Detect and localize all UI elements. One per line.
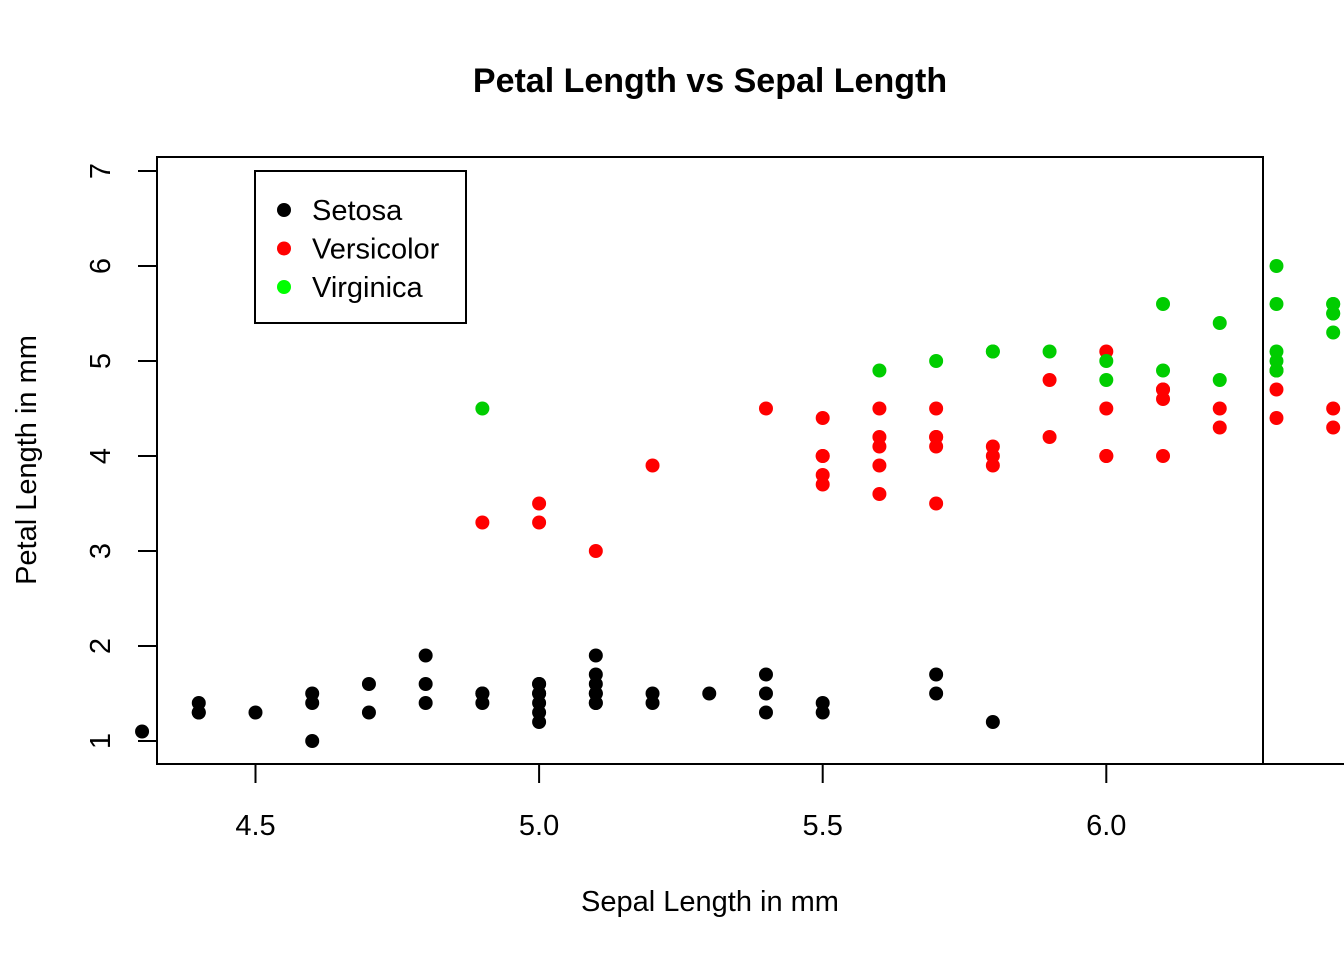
data-point-virginica	[1099, 354, 1114, 368]
x-tick-label: 5.0	[519, 810, 559, 842]
data-point-setosa	[588, 648, 603, 663]
data-point-virginica	[1156, 363, 1171, 378]
data-point-virginica	[1269, 259, 1284, 273]
legend-marker-versicolor	[277, 241, 291, 256]
data-point-virginica	[1212, 373, 1227, 387]
data-point-setosa	[588, 667, 603, 682]
data-point-versicolor	[1099, 449, 1114, 463]
data-point-versicolor	[1269, 382, 1284, 397]
legend-marker-setosa	[277, 203, 291, 217]
data-point-setosa	[475, 686, 490, 701]
y-tick-label: 7	[85, 163, 117, 179]
data-points	[135, 259, 1341, 748]
data-point-versicolor	[985, 439, 1000, 454]
legend-label-virginica: Virginica	[312, 272, 424, 304]
data-point-virginica	[1269, 297, 1284, 311]
data-point-versicolor	[1156, 382, 1171, 397]
data-point-virginica	[1099, 373, 1114, 387]
legend-label-versicolor: Versicolor	[312, 234, 440, 266]
data-point-virginica	[929, 354, 944, 368]
data-point-setosa	[532, 677, 547, 691]
x-tick-label: 5.5	[803, 810, 843, 842]
data-point-virginica	[1269, 363, 1284, 378]
x-axis: 4.55.05.56.06.57.07.58.0	[235, 763, 1344, 842]
y-tick-label: 5	[85, 353, 117, 369]
x-tick-label: 6.0	[1086, 810, 1126, 842]
x-tick-label: 4.5	[235, 810, 275, 842]
data-point-versicolor	[872, 487, 887, 501]
data-point-setosa	[758, 705, 773, 720]
data-point-versicolor	[475, 515, 490, 530]
y-tick-label: 3	[85, 543, 117, 559]
data-point-setosa	[815, 696, 830, 710]
data-point-versicolor	[815, 449, 830, 463]
data-point-setosa	[305, 686, 320, 701]
data-point-setosa	[418, 696, 433, 710]
data-point-virginica	[985, 344, 1000, 359]
data-point-versicolor	[1326, 401, 1341, 416]
legend: Setosa Versicolor Virginica	[254, 170, 467, 324]
legend-marker-virginica	[277, 280, 291, 294]
data-point-virginica	[1326, 325, 1341, 340]
data-point-virginica	[1326, 306, 1341, 321]
data-point-versicolor	[1156, 449, 1171, 463]
y-tick-label: 6	[85, 258, 117, 274]
data-point-setosa	[929, 667, 944, 682]
data-point-setosa	[929, 686, 944, 701]
data-point-virginica	[475, 401, 490, 416]
data-point-virginica	[872, 363, 887, 378]
data-point-versicolor	[1212, 401, 1227, 416]
data-point-virginica	[1156, 297, 1171, 311]
data-point-setosa	[985, 715, 1000, 729]
data-point-versicolor	[929, 430, 944, 444]
y-axis-label: Petal Length in mm	[11, 335, 43, 585]
data-point-versicolor	[929, 401, 944, 416]
data-point-versicolor	[815, 411, 830, 425]
data-point-setosa	[248, 705, 263, 720]
data-point-versicolor	[1042, 430, 1057, 444]
y-axis: 1 2 3 4 5 6 7	[85, 163, 158, 749]
data-point-versicolor	[929, 496, 944, 511]
data-point-setosa	[135, 724, 150, 739]
data-point-setosa	[758, 686, 773, 701]
data-point-versicolor	[532, 515, 547, 530]
data-point-versicolor	[532, 496, 547, 511]
data-point-setosa	[758, 667, 773, 682]
data-point-versicolor	[1326, 420, 1341, 435]
x-axis-label: Sepal Length in mm	[581, 886, 839, 918]
data-point-setosa	[191, 696, 206, 710]
data-point-setosa	[645, 686, 660, 701]
data-point-versicolor	[645, 458, 660, 473]
legend-label-setosa: Setosa	[312, 195, 403, 227]
data-point-virginica	[1042, 344, 1057, 359]
y-tick-label: 4	[85, 448, 117, 464]
data-point-setosa	[305, 734, 320, 748]
data-point-versicolor	[1099, 401, 1114, 416]
y-tick-label: 1	[85, 733, 117, 749]
data-point-setosa	[418, 677, 433, 691]
data-point-versicolor	[872, 458, 887, 473]
data-point-versicolor	[758, 401, 773, 416]
data-point-setosa	[702, 686, 717, 701]
y-tick-label: 2	[85, 638, 117, 654]
chart-title: Petal Length vs Sepal Length	[473, 62, 947, 100]
data-point-versicolor	[815, 468, 830, 482]
data-point-setosa	[418, 648, 433, 663]
data-point-versicolor	[872, 430, 887, 444]
data-point-versicolor	[588, 544, 603, 558]
data-point-setosa	[588, 696, 603, 710]
data-point-versicolor	[872, 401, 887, 416]
data-point-setosa	[361, 705, 376, 720]
data-point-virginica	[1212, 316, 1227, 330]
data-point-versicolor	[1042, 373, 1057, 387]
data-point-setosa	[361, 677, 376, 691]
data-point-versicolor	[1212, 420, 1227, 435]
data-point-versicolor	[1269, 411, 1284, 425]
